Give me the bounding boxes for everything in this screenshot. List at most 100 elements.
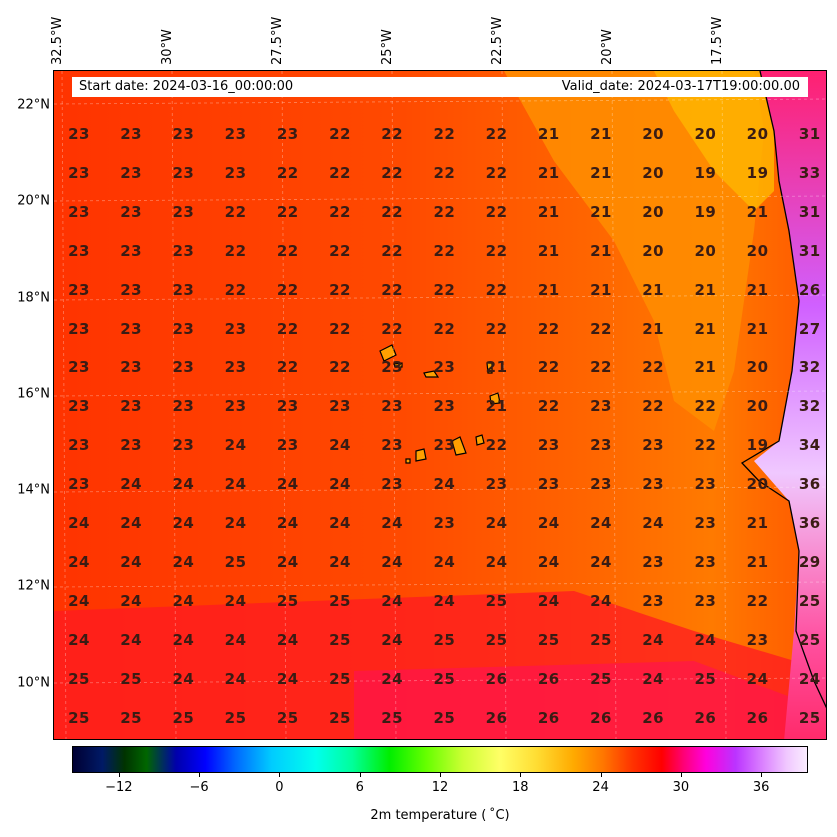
grid-value: 23 <box>485 475 508 494</box>
grid-value: 24 <box>224 475 247 494</box>
grid-value: 24 <box>381 552 404 571</box>
grid-value: 32 <box>798 397 821 416</box>
grid-value: 23 <box>172 125 195 143</box>
grid-value: 22 <box>329 241 351 260</box>
colorbar-tick <box>440 773 441 777</box>
grid-value: 24 <box>172 552 195 571</box>
grid-value: 25 <box>68 708 90 727</box>
grid-value: 23 <box>433 514 456 532</box>
grid-value: 24 <box>68 552 90 571</box>
grid-value: 36 <box>798 514 821 532</box>
grid-value: 23 <box>68 397 90 416</box>
grid-value: 24 <box>329 436 351 455</box>
grid-value: 25 <box>485 591 508 610</box>
colorbar-tick <box>359 773 361 777</box>
grid-value: 25 <box>798 591 821 610</box>
colorbar-tick <box>199 773 201 777</box>
grid-value: 22 <box>381 280 404 299</box>
grid-value: 23 <box>120 202 143 221</box>
grid-value: 22 <box>276 241 299 260</box>
grid-value: 22 <box>433 241 456 260</box>
grid-value: 20 <box>746 475 769 494</box>
colorbar-gradient <box>73 747 807 772</box>
grid-value: 23 <box>68 241 90 260</box>
grid-value: 20 <box>642 125 665 143</box>
grid-value: 22 <box>276 280 299 299</box>
grid-value: 25 <box>329 669 351 688</box>
grid-value: 31 <box>798 202 821 221</box>
grid-value: 25 <box>276 708 299 727</box>
grid-value: 25 <box>433 669 456 688</box>
grid-value: 26 <box>485 708 508 727</box>
grid-value: 21 <box>746 552 769 571</box>
grid-value: 23 <box>120 358 143 377</box>
grid-value: 23 <box>642 475 665 494</box>
grid-value: 23 <box>68 319 90 338</box>
temperature-map <box>54 71 826 739</box>
grid-value: 24 <box>537 591 560 610</box>
grid-value: 24 <box>172 630 195 649</box>
grid-value: 23 <box>120 319 143 338</box>
grid-value: 32 <box>798 358 821 377</box>
colorbar-tick <box>118 773 120 777</box>
grid-value: 22 <box>746 591 769 610</box>
map-panel: 23 23 23 23 23 22 22 22 22 21 21 20 20 20 31 23 23 23 23 22… <box>53 70 827 740</box>
grid-value: 23 <box>224 358 247 377</box>
grid-value: 23 <box>68 202 90 221</box>
grid-value: 25 <box>433 708 456 727</box>
longitude-label: 32.5°W <box>50 16 65 65</box>
grid-value: 21 <box>642 319 665 338</box>
colorbar-tick-label: 6 <box>355 780 364 795</box>
grid-value: 22 <box>590 358 612 377</box>
grid-value: 20 <box>642 202 665 221</box>
grid-value: 24 <box>590 591 612 610</box>
grid-value: 23 <box>537 436 560 455</box>
grid-value: 21 <box>537 163 560 182</box>
latitude-label: 22°N <box>17 97 50 113</box>
grid-value: 23 <box>433 436 456 455</box>
grid-value: 23 <box>172 358 195 377</box>
latitude-label: 10°N <box>17 675 50 691</box>
colorbar-tick <box>279 773 281 777</box>
grid-value: 25 <box>381 708 404 727</box>
grid-value: 23 <box>120 125 143 143</box>
grid-value: 22 <box>224 280 247 299</box>
grid-value: 24 <box>120 475 143 494</box>
valid-date: Valid_date: 2024-03-17T19:00:00.00 <box>561 79 800 94</box>
grid-value: 20 <box>642 163 665 182</box>
grid-value: 24 <box>381 630 404 649</box>
grid-value: 22 <box>485 319 508 338</box>
latitude-label: 18°N <box>17 290 50 306</box>
grid-value: 22 <box>224 202 247 221</box>
grid-value: 25 <box>329 591 351 610</box>
grid-value: 22 <box>381 241 404 260</box>
grid-value: 22 <box>329 163 351 182</box>
grid-value: 24 <box>537 514 560 532</box>
grid-value: 22 <box>485 202 508 221</box>
grid-value: 22 <box>381 125 404 143</box>
grid-value: 23 <box>537 475 560 494</box>
grid-value: 25 <box>329 708 351 727</box>
grid-value: 23 <box>68 280 90 299</box>
grid-value: 21 <box>590 163 612 182</box>
grid-value: 21 <box>642 280 665 299</box>
grid-value: 25 <box>590 630 612 649</box>
grid-value: 31 <box>798 241 821 260</box>
grid-value: 24 <box>329 514 351 532</box>
grid-value: 19 <box>746 436 769 455</box>
grid-value: 23 <box>590 475 612 494</box>
grid-value: 24 <box>485 514 508 532</box>
grid-value: 25 <box>433 630 456 649</box>
grid-value: 36 <box>798 475 821 494</box>
cape-verde-islands <box>379 344 501 464</box>
grid-value: 25 <box>224 708 247 727</box>
grid-value: 22 <box>329 358 351 377</box>
grid-value: 20 <box>694 241 717 260</box>
longitude-label: 22.5°W <box>490 16 505 65</box>
latitude-label: 20°N <box>17 193 50 209</box>
grid-value: 22 <box>276 202 299 221</box>
grid-value: 23 <box>381 397 404 416</box>
grid-value: 23 <box>120 436 143 455</box>
grid-value: 24 <box>642 514 665 532</box>
grid-value: 23 <box>120 280 143 299</box>
